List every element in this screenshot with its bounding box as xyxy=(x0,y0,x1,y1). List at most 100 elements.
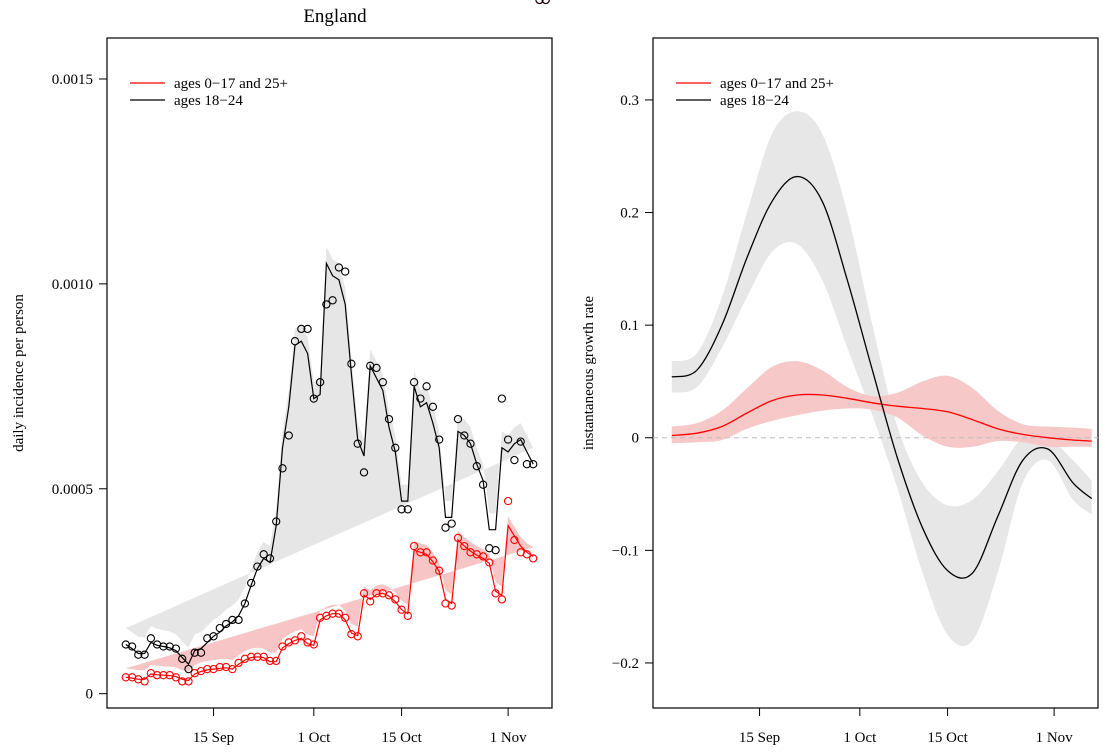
data-point-ages-0-17-and-25 xyxy=(416,548,425,557)
data-point-ages-18-24 xyxy=(322,300,331,309)
data-point-ages-18-24 xyxy=(460,431,469,440)
data-point-ages-0-17-and-25 xyxy=(272,656,281,666)
incidence-x-axis: 15 Sep 1 Oct 15 Oct 1 Nov xyxy=(193,708,527,746)
y-tick-label: 0.1 xyxy=(620,318,639,334)
data-point-ages-0-17-and-25 xyxy=(159,671,168,680)
x-tick-label: 1 Nov xyxy=(1036,730,1074,746)
confidence-band-ages-0-17-and-25 xyxy=(125,516,534,672)
data-point-ages-0-17-and-25 xyxy=(171,673,181,682)
data-point-ages-18-24 xyxy=(384,414,394,424)
data-point-ages-18-24 xyxy=(372,363,381,373)
data-point-ages-18-24 xyxy=(529,460,538,469)
incidence-y-axis: 0 0.0005 0.0010 0.0015 xyxy=(52,72,107,703)
data-point-ages-18-24 xyxy=(272,517,281,526)
incidence-legend: ages 0−17 and 25+ ages 18−24 xyxy=(130,76,288,109)
data-point-ages-18-24 xyxy=(503,435,513,444)
data-point-ages-18-24 xyxy=(290,337,300,346)
data-point-ages-18-24 xyxy=(209,632,218,641)
x-tick-label: 15 Oct xyxy=(927,730,968,746)
data-point-ages-0-17-and-25 xyxy=(328,609,337,618)
data-point-ages-0-17-and-25 xyxy=(503,496,513,506)
fitted-line-ages-18-24 xyxy=(125,261,534,666)
data-point-ages-0-17-and-25 xyxy=(529,554,538,563)
data-point-ages-18-24 xyxy=(516,437,525,446)
y-tick-label: 0 xyxy=(86,687,94,703)
data-point-ages-0-17-and-25 xyxy=(178,677,187,686)
data-point-ages-0-17-and-25 xyxy=(253,652,262,661)
growth-y-axis: −0.2 −0.1 0 0.1 0.2 0.3 xyxy=(612,93,653,672)
data-point-ages-0-17-and-25 xyxy=(228,664,237,674)
data-point-ages-18-24 xyxy=(359,468,369,477)
data-point-ages-0-17-and-25 xyxy=(497,595,507,604)
data-point-ages-0-17-and-25 xyxy=(184,677,193,686)
x-tick-label: 1 Nov xyxy=(490,730,528,746)
data-point-ages-18-24 xyxy=(265,554,275,563)
data-point-ages-0-17-and-25 xyxy=(403,611,412,620)
data-point-ages-0-17-and-25 xyxy=(447,601,456,610)
data-point-ages-18-24 xyxy=(341,267,350,276)
data-point-ages-0-17-and-25 xyxy=(265,656,275,666)
data-point-ages-0-17-and-25 xyxy=(341,613,350,622)
x-tick-label: 15 Sep xyxy=(193,730,234,746)
data-point-ages-0-17-and-25 xyxy=(359,589,369,598)
data-point-ages-18-24 xyxy=(134,650,143,659)
data-point-ages-18-24 xyxy=(234,615,243,625)
data-point-ages-18-24 xyxy=(466,439,475,448)
growth-confidence-bands xyxy=(671,111,1092,647)
data-point-ages-18-24 xyxy=(447,519,456,528)
y-tick-label: 0.3 xyxy=(620,93,639,109)
data-point-ages-0-17-and-25 xyxy=(478,552,488,561)
data-point-ages-18-24 xyxy=(535,0,544,5)
incidence-confidence-bands xyxy=(125,247,534,672)
data-point-ages-18-24 xyxy=(478,480,488,489)
data-point-ages-18-24 xyxy=(297,324,306,334)
data-point-ages-18-24 xyxy=(315,378,325,387)
incidence-panel: 15 Sep 1 Oct 15 Oct 1 Nov 0 0.0005 0.0010 0.00… xyxy=(11,0,553,746)
x-tick-label: 1 Oct xyxy=(843,730,877,746)
growth-line-ages-0-17-and-25 xyxy=(671,393,1092,442)
data-point-ages-18-24 xyxy=(127,642,137,651)
data-point-ages-0-17-and-25 xyxy=(510,535,519,545)
y-tick-label: 0.0015 xyxy=(52,72,93,88)
data-point-ages-18-24 xyxy=(215,623,224,633)
data-point-ages-18-24 xyxy=(416,394,425,403)
data-point-ages-18-24 xyxy=(453,414,463,424)
x-tick-label: 15 Sep xyxy=(739,730,780,746)
incidence-observed-points xyxy=(121,0,550,686)
data-point-ages-18-24 xyxy=(259,550,268,559)
data-point-ages-18-24 xyxy=(334,263,344,272)
data-point-ages-18-24 xyxy=(428,402,438,411)
data-point-ages-18-24 xyxy=(347,359,356,368)
growth-lines xyxy=(671,175,1093,579)
data-point-ages-0-17-and-25 xyxy=(353,632,362,641)
y-tick-label: 0.2 xyxy=(620,206,639,222)
data-point-ages-0-17-and-25 xyxy=(460,541,469,551)
data-point-ages-18-24 xyxy=(541,0,550,5)
legend-label-ages-18-24: ages 18−24 xyxy=(720,93,789,109)
y-tick-label: 0.0005 xyxy=(52,482,93,498)
data-point-ages-0-17-and-25 xyxy=(290,636,300,645)
data-point-ages-18-24 xyxy=(353,439,362,448)
data-point-ages-0-17-and-25 xyxy=(366,597,375,606)
data-point-ages-0-17-and-25 xyxy=(485,558,494,567)
data-point-ages-18-24 xyxy=(303,324,312,334)
data-point-ages-18-24 xyxy=(247,578,256,588)
data-point-ages-18-24 xyxy=(178,654,187,663)
data-point-ages-18-24 xyxy=(240,599,250,608)
data-point-ages-18-24 xyxy=(378,378,387,387)
data-point-ages-18-24 xyxy=(491,546,500,555)
x-tick-label: 1 Oct xyxy=(297,730,331,746)
data-point-ages-0-17-and-25 xyxy=(435,566,444,575)
growth-rate-panel: 15 Sep 1 Oct 15 Oct 1 Nov −0.2 −0.1 0 0.1 0.2 0.… xyxy=(581,37,1099,746)
data-point-ages-18-24 xyxy=(397,505,406,514)
data-point-ages-18-24 xyxy=(472,462,481,471)
growth-line-ages-18-24 xyxy=(671,175,1093,579)
confidence-band-ages-18-24 xyxy=(125,247,534,648)
incidence-plot-frame xyxy=(106,37,553,709)
data-point-ages-0-17-and-25 xyxy=(140,677,149,686)
data-point-ages-0-17-and-25 xyxy=(522,550,532,559)
data-point-ages-18-24 xyxy=(328,296,337,305)
data-point-ages-0-17-and-25 xyxy=(409,541,419,551)
legend-label-ages-0-17-and-25: ages 0−17 and 25+ xyxy=(720,76,834,92)
